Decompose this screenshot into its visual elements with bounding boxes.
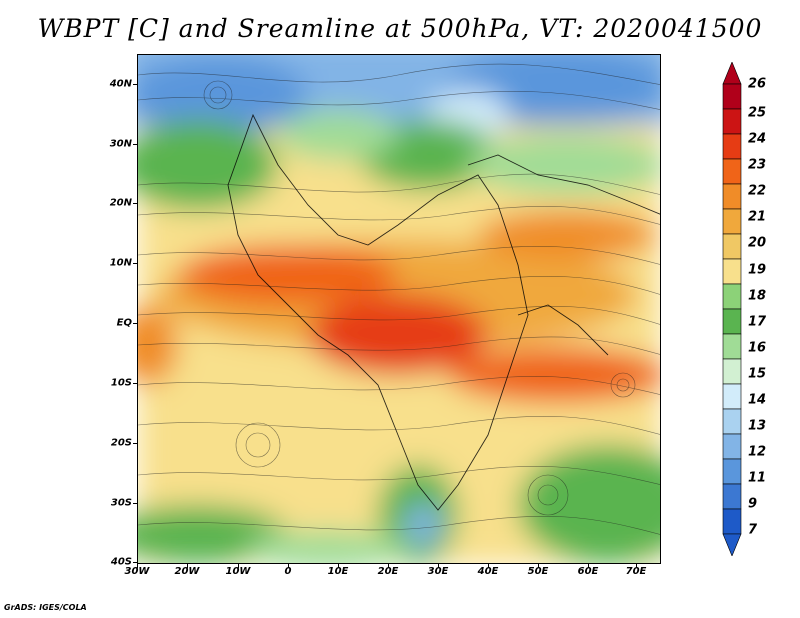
- x-tick-label: 30W: [124, 566, 150, 577]
- coastlines: [227, 113, 660, 511]
- x-tick-mark: [538, 564, 539, 568]
- colorbar-swatch: [722, 358, 742, 385]
- x-tick-label: 0: [284, 566, 292, 577]
- x-tick-label: 20W: [174, 566, 200, 577]
- x-tick-label: 30E: [427, 566, 449, 577]
- x-tick-label: 40E: [477, 566, 499, 577]
- y-tick-label: 30S: [110, 497, 132, 509]
- footer-credit: GrADS: IGES/COLA: [4, 603, 87, 612]
- y-tick-mark: [133, 323, 137, 324]
- colorbar-swatch: [722, 108, 742, 135]
- colorbar: [722, 62, 742, 556]
- colorbar-swatch: [722, 483, 742, 510]
- colorbar-swatch: [722, 158, 742, 185]
- colorbar-label: 22: [748, 183, 767, 199]
- colorbar-label: 18: [748, 288, 767, 304]
- colorbar-label: 11: [748, 470, 767, 486]
- y-tick-label: 20S: [110, 437, 132, 449]
- colorbar-swatch: [722, 133, 742, 160]
- colorbar-label: 19: [748, 262, 767, 278]
- colorbar-swatch: [722, 183, 742, 210]
- colorbar-label: 14: [748, 392, 767, 408]
- y-tick-label: EQ: [116, 317, 132, 329]
- x-tick-label: 20E: [377, 566, 399, 577]
- colorbar-label: 26: [748, 76, 767, 92]
- x-tick-label: 50E: [527, 566, 549, 577]
- y-tick-mark: [133, 503, 137, 504]
- x-tick-mark: [488, 564, 489, 568]
- x-tick-mark: [636, 564, 637, 568]
- x-tick-mark: [137, 564, 138, 568]
- map-panel: [137, 54, 661, 564]
- y-tick-label: 20N: [109, 197, 132, 209]
- y-tick-label: 30N: [109, 138, 132, 150]
- colorbar-label: 16: [748, 340, 767, 356]
- colorbar-label: 21: [748, 209, 767, 225]
- x-tick-mark: [438, 564, 439, 568]
- colorbar-swatch: [722, 308, 742, 335]
- x-tick-label: 60E: [577, 566, 599, 577]
- y-tick-label: 40S: [110, 556, 132, 568]
- colorbar-swatch: [722, 433, 742, 460]
- colorbar-label: 17: [748, 314, 767, 330]
- x-tick-mark: [238, 564, 239, 568]
- colorbar-swatch: [722, 233, 742, 260]
- y-tick-mark: [133, 203, 137, 204]
- colorbar-label: 9: [748, 496, 758, 512]
- y-tick-mark: [133, 144, 137, 145]
- x-tick-label: 10E: [327, 566, 349, 577]
- colorbar-label: 23: [748, 157, 767, 173]
- y-tick-mark: [133, 84, 137, 85]
- colorbar-swatch: [722, 508, 742, 535]
- colorbar-label: 15: [748, 366, 767, 382]
- colorbar-swatch: [722, 458, 742, 485]
- colorbar-label: 7: [748, 522, 758, 538]
- colorbar-label: 12: [748, 444, 767, 460]
- x-tick-mark: [588, 564, 589, 568]
- wbpt-field: [138, 55, 660, 563]
- x-tick-label: 10W: [225, 566, 251, 577]
- chart-title: WBPT [C] and Sreamline at 500hPa, VT: 20…: [37, 14, 763, 43]
- colorbar-swatch: [722, 283, 742, 310]
- colorbar-swatch: [722, 83, 742, 110]
- y-tick-mark: [133, 443, 137, 444]
- colorbar-top-arrow: [722, 62, 742, 85]
- colorbar-label: 24: [748, 131, 767, 147]
- x-tick-mark: [288, 564, 289, 568]
- colorbar-swatch: [722, 258, 742, 285]
- colorbar-swatch: [722, 333, 742, 360]
- colorbar-swatch: [722, 408, 742, 435]
- x-tick-mark: [388, 564, 389, 568]
- y-tick-mark: [133, 263, 137, 264]
- wbpt-shading: [138, 55, 660, 563]
- colorbar-label: 25: [748, 105, 767, 121]
- colorbar-label: 13: [748, 418, 767, 434]
- colorbar-swatch: [722, 383, 742, 410]
- x-tick-mark: [338, 564, 339, 568]
- colorbar-bottom-arrow: [722, 533, 742, 556]
- x-tick-label: 70E: [625, 566, 647, 577]
- colorbar-label: 20: [748, 235, 767, 251]
- y-tick-mark: [133, 562, 137, 563]
- y-tick-mark: [133, 383, 137, 384]
- colorbar-swatch: [722, 208, 742, 235]
- y-tick-label: 10N: [109, 257, 132, 269]
- streamlines: [138, 63, 660, 535]
- y-tick-label: 10S: [110, 377, 132, 389]
- x-tick-mark: [187, 564, 188, 568]
- y-tick-label: 40N: [109, 78, 132, 90]
